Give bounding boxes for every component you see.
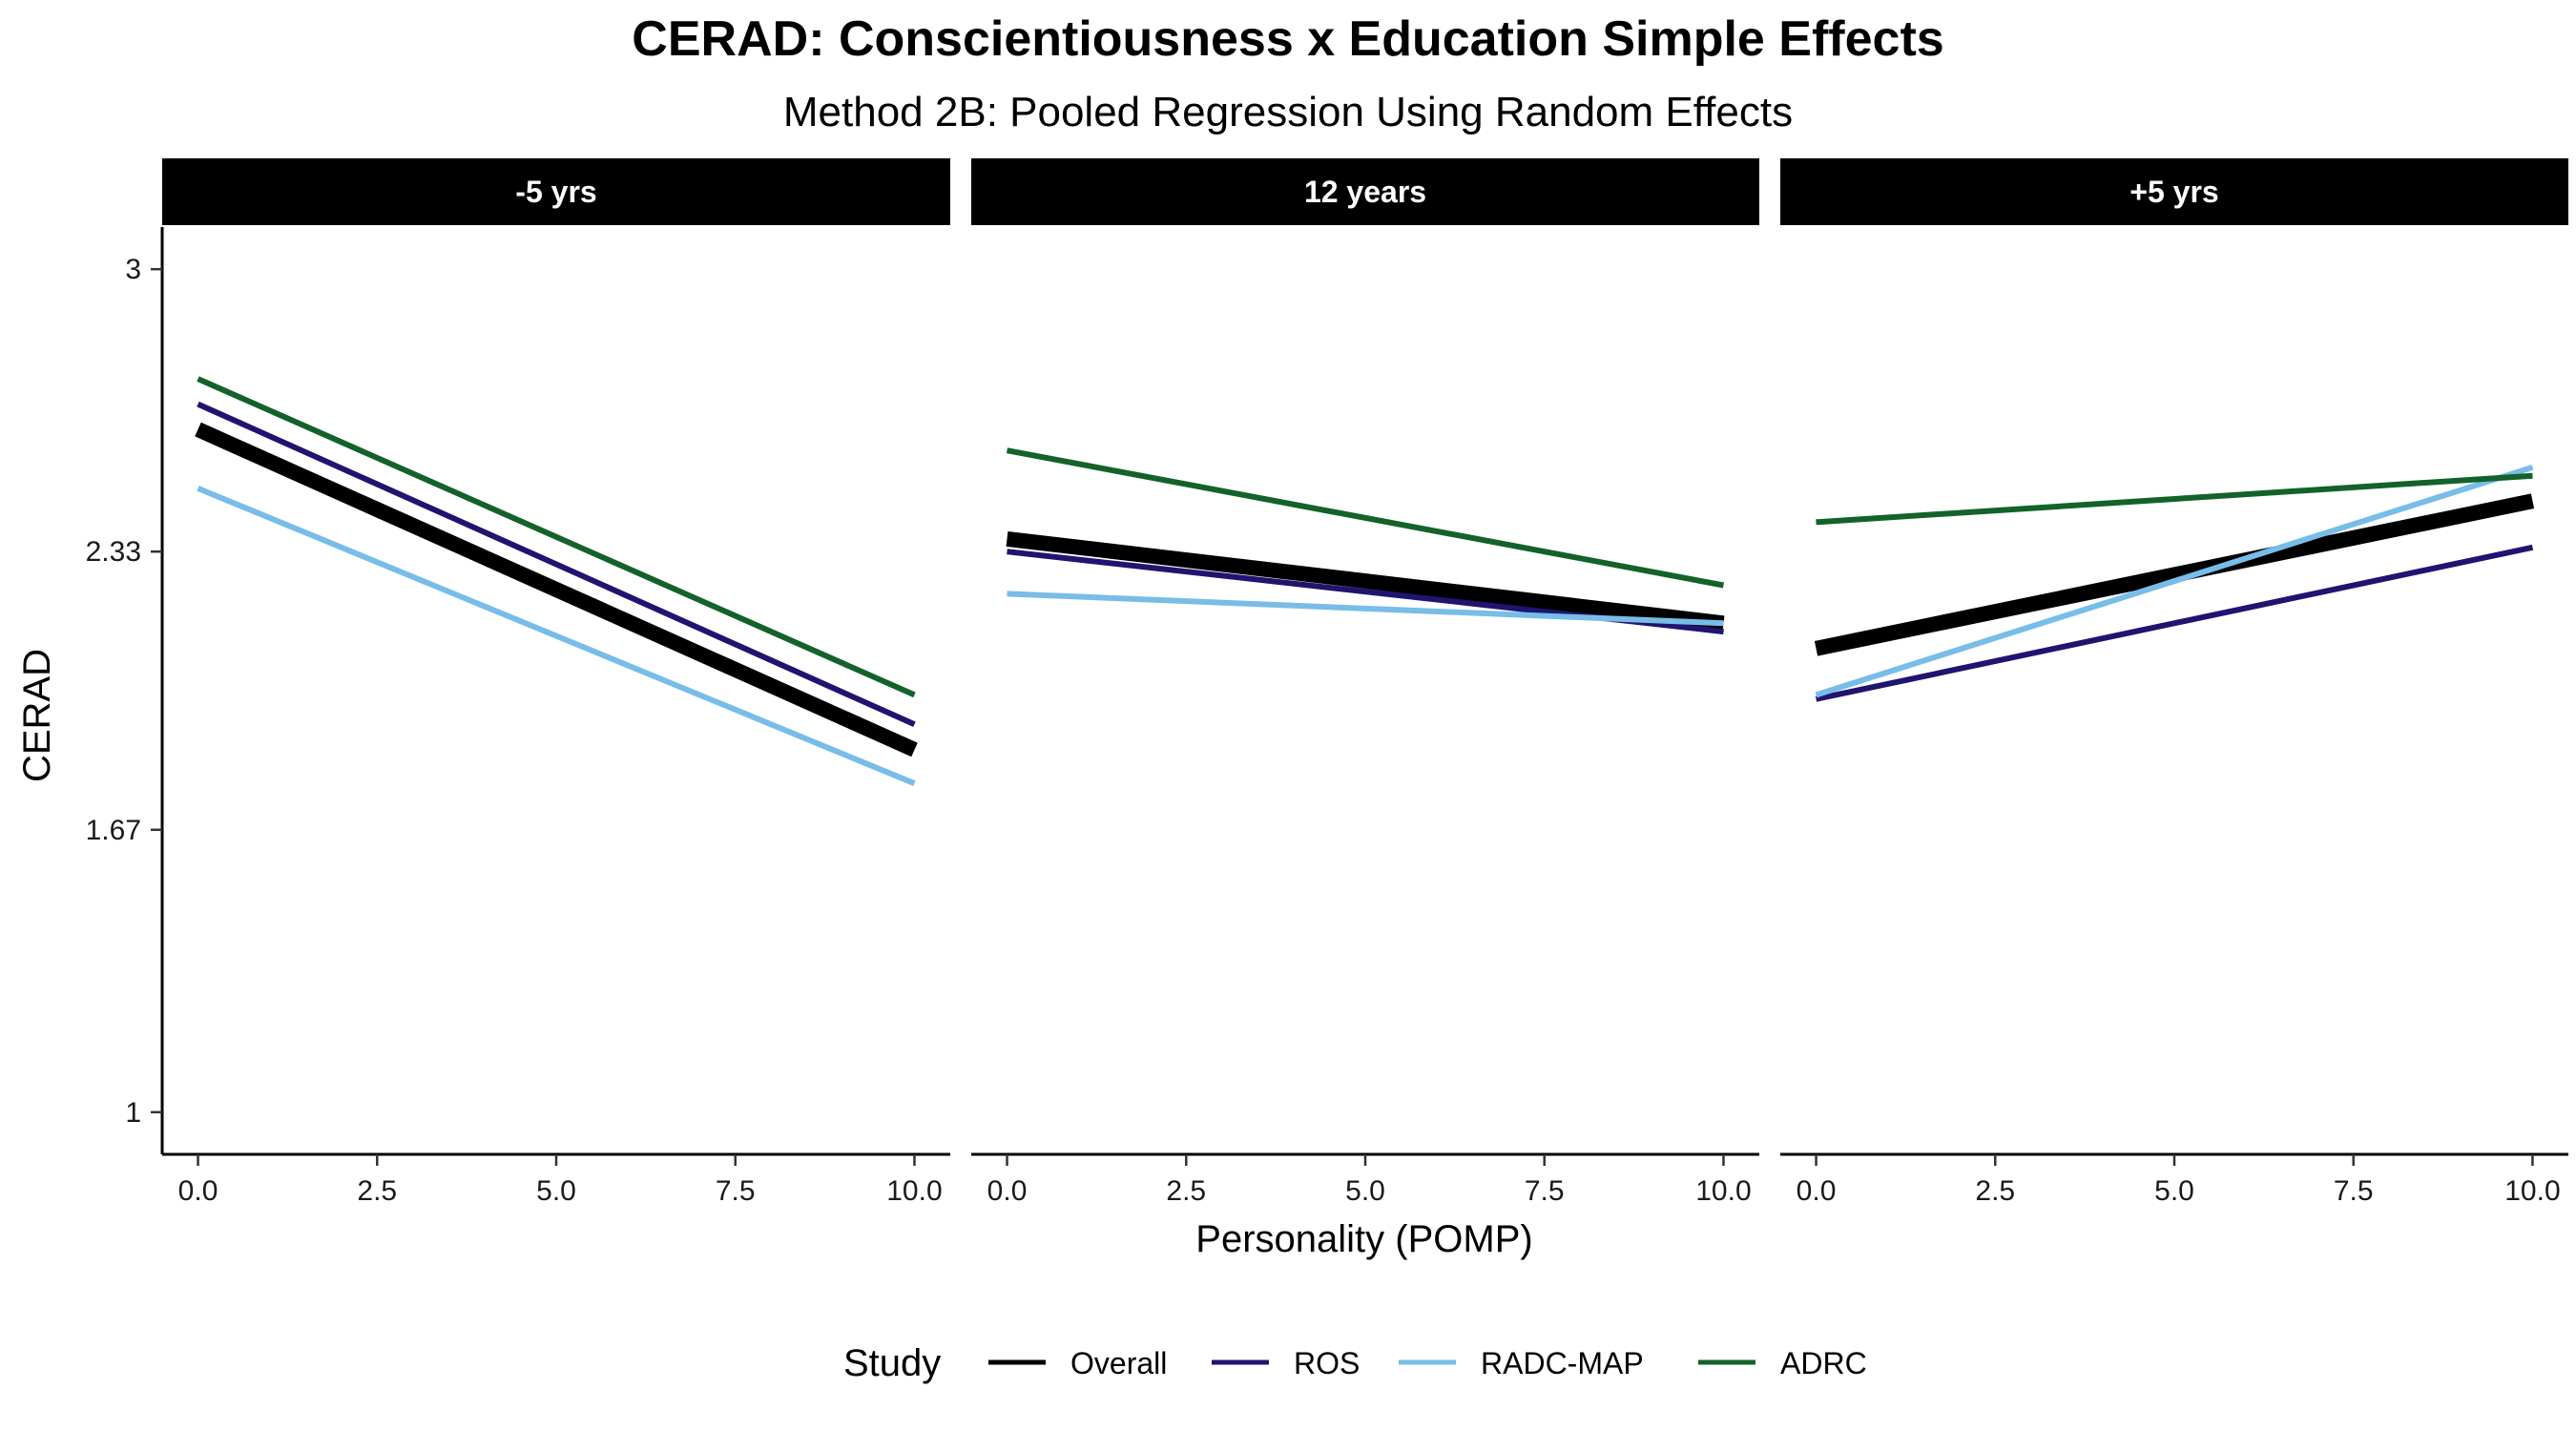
x-tick-label: 5.0	[1345, 1175, 1385, 1207]
facet-strip	[971, 158, 1759, 225]
series-line-ros	[197, 401, 916, 728]
x-tick-label: 10.0	[2504, 1175, 2560, 1207]
series-line-radc-map	[1007, 591, 1724, 627]
series-line-adrc	[1816, 472, 2533, 526]
chart-title: CERAD: Conscientiousness x Education Sim…	[632, 11, 1943, 67]
x-tick-label: 10.0	[886, 1175, 942, 1207]
series-line-overall	[1814, 493, 2535, 656]
facet-panel: 12 years 0.0 2.5 5.0 7.5 10.0	[971, 158, 1759, 1207]
facet-strip	[1780, 158, 2568, 225]
x-tick-label: 7.5	[716, 1175, 756, 1207]
legend-label-overall: Overall	[1070, 1346, 1167, 1380]
y-tick-label: 1.67	[86, 815, 141, 846]
series-line-radc-map	[1815, 464, 2534, 698]
series-line-adrc	[197, 376, 916, 698]
facet-strip-label: +5 yrs	[2129, 175, 2218, 209]
x-axis-title: Personality (POMP)	[1195, 1218, 1532, 1260]
facet-panels: -5 yrs 0.0 2.5 5.0 7.5 10.0 12 years 0.0 2.5 5.0 7…	[162, 158, 2568, 1207]
series-line-overall	[195, 422, 918, 757]
x-tick-label: 10.0	[1695, 1175, 1751, 1207]
facet-strip-label: 12 years	[1304, 175, 1426, 209]
legend-label-ros: ROS	[1294, 1346, 1360, 1380]
series-line-radc-map	[197, 486, 916, 786]
x-tick-label: 2.5	[357, 1175, 397, 1207]
facet-strip-label: -5 yrs	[515, 175, 596, 209]
chart-subtitle: Method 2B: Pooled Regression Using Rando…	[783, 89, 1793, 135]
x-tick-label: 7.5	[1525, 1175, 1565, 1207]
x-tick-label: 0.0	[178, 1175, 218, 1207]
y-axis: 1 1.67 2.33 3	[86, 227, 164, 1154]
y-tick-label: 1	[125, 1097, 141, 1129]
y-tick-label: 2.33	[86, 536, 141, 568]
x-tick-label: 2.5	[1166, 1175, 1206, 1207]
series-line-overall	[1006, 530, 1725, 632]
series-line-adrc	[1006, 447, 1725, 589]
x-tick-label: 5.0	[536, 1175, 576, 1207]
x-tick-label: 0.0	[987, 1175, 1028, 1207]
x-tick-label: 2.5	[1975, 1175, 2015, 1207]
x-tick-label: 7.5	[2334, 1175, 2374, 1207]
legend: Study Overall ROS RADC-MAP ADRC	[843, 1342, 1867, 1384]
facet-panel: +5 yrs 0.0 2.5 5.0 7.5 10.0	[1780, 158, 2568, 1207]
facet-panel: -5 yrs 0.0 2.5 5.0 7.5 10.0	[162, 158, 950, 1207]
legend-label-adrc: ADRC	[1780, 1346, 1867, 1380]
y-tick-label: 3	[125, 254, 141, 285]
legend-title: Study	[843, 1342, 941, 1384]
series-line-ros	[1815, 544, 2534, 702]
legend-label-radc-map: RADC-MAP	[1481, 1346, 1644, 1380]
x-tick-label: 5.0	[2154, 1175, 2194, 1207]
x-tick-label: 0.0	[1797, 1175, 1837, 1207]
facet-strip	[162, 158, 950, 225]
y-axis-title: CERAD	[16, 649, 58, 782]
